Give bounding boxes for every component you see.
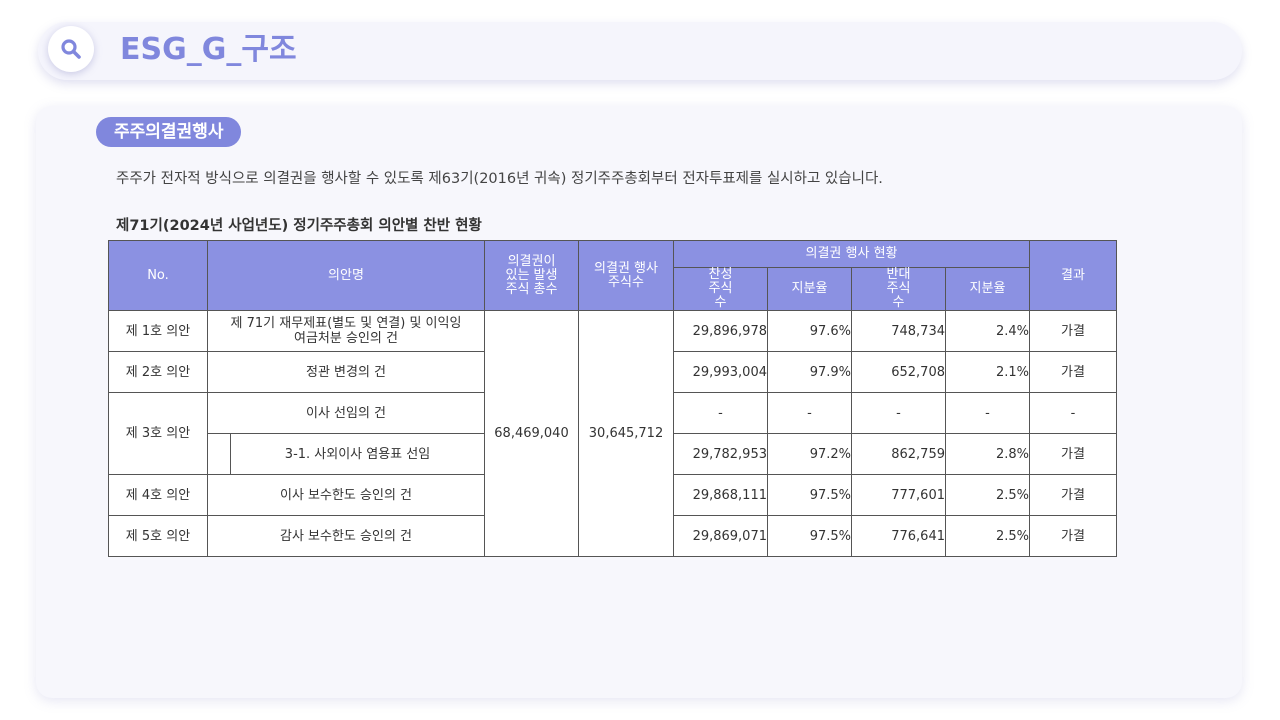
result: 가결 [1029,515,1117,557]
header-against-ratio: 지분율 [945,267,1030,311]
for-shares: 29,896,978 [673,310,768,352]
agenda-name: 제 71기 재무제표(별도 및 연결) 및 이익잉여금처분 승인의 건 [207,310,485,352]
for-ratio: - [767,392,852,434]
vote-results-table: No. 의안명 의결권이 있는 발생 주식 총수 의결권 행사주식수 의결권 행… [108,240,1117,557]
issued-shares-total: 68,469,040 [484,310,579,557]
agenda-no: 제 4호 의안 [108,474,208,516]
agenda-name: 정관 변경의 건 [207,351,485,393]
table-row: 제 2호 의안 정관 변경의 건 29,993,004 97.9% 652,70… [108,351,1117,393]
against-ratio: 2.8% [945,433,1030,475]
header-result: 결과 [1029,240,1117,311]
result: 가결 [1029,351,1117,393]
voting-shares-total: 30,645,712 [578,310,674,557]
header-voting-shares: 의결권 행사주식수 [578,240,674,311]
against-shares: 652,708 [851,351,946,393]
table-row: 제 3호 의안 이사 선임의 건 - - - - - [108,392,1117,475]
agenda-name: 감사 보수한도 승인의 건 [207,515,485,557]
agenda-no: 제 3호 의안 [108,392,208,475]
table-row: 3-1. 사외이사 염용표 선임 29,782,953 97.2% 862,75… [109,433,1117,475]
header-issued-shares: 의결권이 있는 발생 주식 총수 [484,240,579,311]
against-ratio: 2.5% [945,474,1030,516]
table-row: 제 5호 의안 감사 보수한도 승인의 건 29,869,071 97.5% 7… [108,515,1117,557]
agenda-no: 제 5호 의안 [108,515,208,557]
for-shares: - [673,392,768,434]
against-ratio: 2.4% [945,310,1030,352]
for-ratio: 97.2% [767,433,852,475]
table-row: 제 4호 의안 이사 보수한도 승인의 건 29,868,111 97.5% 7… [108,474,1117,516]
header-voting-status: 의결권 행사 현황 [673,240,1030,268]
result: - [1029,392,1117,434]
header-no: No. [108,240,208,311]
section-description: 주주가 전자적 방식으로 의결권을 행사할 수 있도록 제63기(2016년 귀… [116,171,883,187]
agenda-no: 제 2호 의안 [108,351,208,393]
agenda-name: 이사 보수한도 승인의 건 [207,474,485,516]
for-shares: 29,993,004 [673,351,768,393]
table-row: 제 1호 의안 제 71기 재무제표(별도 및 연결) 및 이익잉여금처분 승인… [108,310,1117,557]
header-for-ratio: 지분율 [767,267,852,311]
against-shares: 748,734 [851,310,946,352]
sub-agenda-cell: 3-1. 사외이사 염용표 선임 [207,433,485,475]
for-ratio: 97.5% [767,474,852,516]
against-shares: - [851,392,946,434]
for-ratio: 97.6% [767,310,852,352]
table-title: 제71기(2024년 사업년도) 정기주주총회 의안별 찬반 현황 [116,218,482,234]
against-shares: 862,759 [851,433,946,475]
header-agenda: 의안명 [207,240,485,311]
sub-agenda-name: 3-1. 사외이사 염용표 선임 [284,446,431,462]
header-for-shares: 찬성 주식수 [673,267,768,311]
search-icon[interactable] [48,26,94,72]
page-title: ESG_G_구조 [120,32,297,67]
for-ratio: 97.5% [767,515,852,557]
header-bar [38,22,1242,80]
for-ratio: 97.9% [767,351,852,393]
agenda-no: 제 1호 의안 [108,310,208,352]
result: 가결 [1029,310,1117,352]
for-shares: 29,868,111 [673,474,768,516]
for-shares: 29,869,071 [673,515,768,557]
against-shares: 776,641 [851,515,946,557]
for-shares: 29,782,953 [673,433,768,475]
against-ratio: 2.1% [945,351,1030,393]
against-ratio: - [945,392,1030,434]
result: 가결 [1029,433,1117,475]
against-shares: 777,601 [851,474,946,516]
against-ratio: 2.5% [945,515,1030,557]
result: 가결 [1029,474,1117,516]
section-label: 주주의결권행사 [96,117,242,147]
header-against-shares: 반대 주식수 [851,267,946,311]
agenda-name: 이사 선임의 건 [207,392,485,434]
